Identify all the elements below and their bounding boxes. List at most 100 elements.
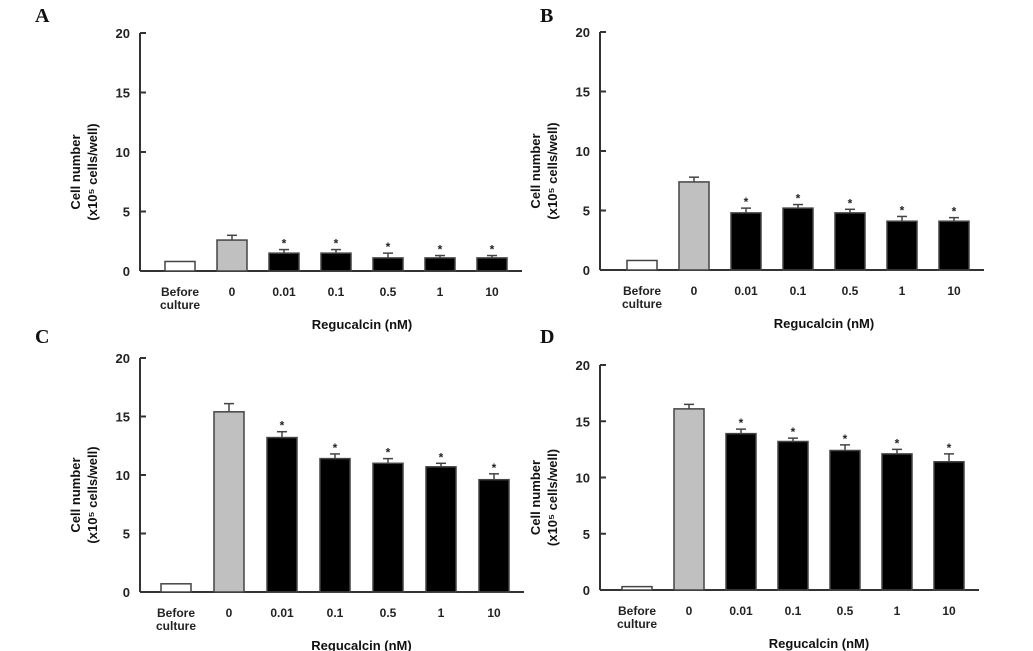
bar-0 [160, 583, 192, 593]
y-tick-label: 10 [576, 144, 590, 159]
x-tick-label-line: 0 [226, 606, 233, 620]
y-axis-label: Cell number (x10⁵ cells/well) [68, 123, 100, 220]
bar-3 [782, 207, 814, 271]
bar-1 [213, 411, 245, 593]
x-tick-label-line: 0.01 [270, 606, 294, 620]
x-tick-label: 1 [437, 285, 444, 299]
y-tick-label: 5 [123, 205, 130, 220]
x-tick-label: 0.1 [328, 285, 345, 299]
y-label-line1: Cell number [68, 134, 83, 209]
x-tick-label-line: 0.5 [380, 606, 397, 620]
x-tick-label-line: culture [156, 619, 196, 633]
x-tick-label-line: 0.01 [734, 284, 758, 298]
bar-6 [938, 220, 970, 271]
bar-0 [626, 259, 658, 271]
y-tick-label: 0 [123, 264, 130, 279]
x-tick-label: 10 [485, 285, 499, 299]
bar-3 [777, 440, 809, 591]
y-tick-label: 5 [583, 204, 590, 219]
x-tick-label: 0.5 [380, 285, 397, 299]
significance-marker: * [843, 432, 848, 446]
significance-marker: * [947, 441, 952, 455]
x-tick-label: 0.01 [272, 285, 296, 299]
x-tick-label: 10 [487, 606, 501, 620]
y-label-line2: (x10⁵ cells/well) [545, 449, 560, 546]
bar-4 [372, 257, 404, 272]
x-tick-label-line: culture [622, 297, 662, 311]
y-tick-label: 20 [576, 25, 590, 40]
bar-3 [320, 252, 352, 272]
bar-4 [829, 449, 861, 591]
y-tick-label: 0 [123, 585, 130, 600]
x-tick-label: 0.1 [327, 606, 344, 620]
bar-4 [834, 212, 866, 271]
bar-5 [886, 220, 918, 271]
bar-2 [266, 436, 298, 593]
x-tick-label-line: 0.1 [785, 604, 802, 618]
y-axis-label: Cell number (x10⁵ cells/well) [68, 446, 100, 543]
significance-marker: * [282, 237, 287, 251]
x-tick-label: 0.5 [837, 604, 854, 618]
x-tick-label-line: 0.1 [790, 284, 807, 298]
y-axis-label: Cell number (x10⁵ cells/well) [528, 449, 560, 546]
y-tick-label: 15 [576, 85, 590, 100]
bar-2 [268, 252, 300, 272]
panel-label: A [35, 5, 50, 27]
x-axis-label: Regucalcin (nM) [311, 638, 411, 651]
bar-0 [164, 260, 196, 272]
x-tick-label: Before culture [622, 284, 662, 311]
x-tick-label-line: 0.01 [729, 604, 753, 618]
y-tick-label: 0 [583, 583, 590, 598]
bar-1 [216, 239, 248, 272]
bar-4 [372, 462, 404, 593]
x-tick-label-line: 1 [899, 284, 906, 298]
x-tick-label: 0.01 [734, 284, 758, 298]
bar-6 [476, 257, 508, 272]
x-tick-label-line: 1 [438, 606, 445, 620]
y-tick-label: 10 [116, 145, 130, 160]
significance-marker: * [490, 243, 495, 257]
x-axis-label: Regucalcin (nM) [769, 636, 869, 651]
x-tick-label: 0.01 [729, 604, 753, 618]
significance-marker: * [952, 205, 957, 219]
x-tick-label-line: 0.01 [272, 285, 296, 299]
x-tick-label-line: 0.5 [837, 604, 854, 618]
x-tick-label-line: culture [160, 298, 200, 312]
x-tick-label-line: 0.1 [328, 285, 345, 299]
y-tick-label: 20 [116, 26, 130, 41]
bar-5 [425, 466, 457, 593]
x-tick-label-line: 0 [691, 284, 698, 298]
significance-marker: * [438, 243, 443, 257]
x-tick-label-line: culture [617, 617, 657, 631]
x-tick-label: 1 [899, 284, 906, 298]
significance-marker: * [796, 192, 801, 206]
y-tick-label: 15 [576, 414, 590, 429]
bar-5 [424, 257, 456, 272]
x-tick-label-line: 0 [686, 604, 693, 618]
y-label-line2: (x10⁵ cells/well) [85, 123, 100, 220]
x-tick-label: 0.01 [270, 606, 294, 620]
significance-marker: * [739, 416, 744, 430]
x-tick-label: 10 [942, 604, 956, 618]
bar-0 [621, 585, 653, 591]
bar-3 [319, 457, 351, 593]
x-tick-label-line: Before [161, 285, 199, 299]
x-axis-label: Regucalcin (nM) [774, 316, 874, 331]
x-tick-label: 10 [947, 284, 961, 298]
bar-6 [933, 461, 965, 591]
x-tick-label-line: 10 [485, 285, 499, 299]
x-tick-label-line: 0 [229, 285, 236, 299]
x-tick-label: Before culture [160, 285, 200, 312]
bar-2 [725, 432, 757, 591]
x-tick-label-line: 10 [947, 284, 961, 298]
panel-label: B [540, 5, 553, 27]
x-tick-label: 0.1 [790, 284, 807, 298]
bar-2 [730, 212, 762, 271]
x-tick-label-line: Before [618, 604, 656, 618]
panel-label: D [540, 326, 554, 348]
x-tick-label: 0.5 [842, 284, 859, 298]
